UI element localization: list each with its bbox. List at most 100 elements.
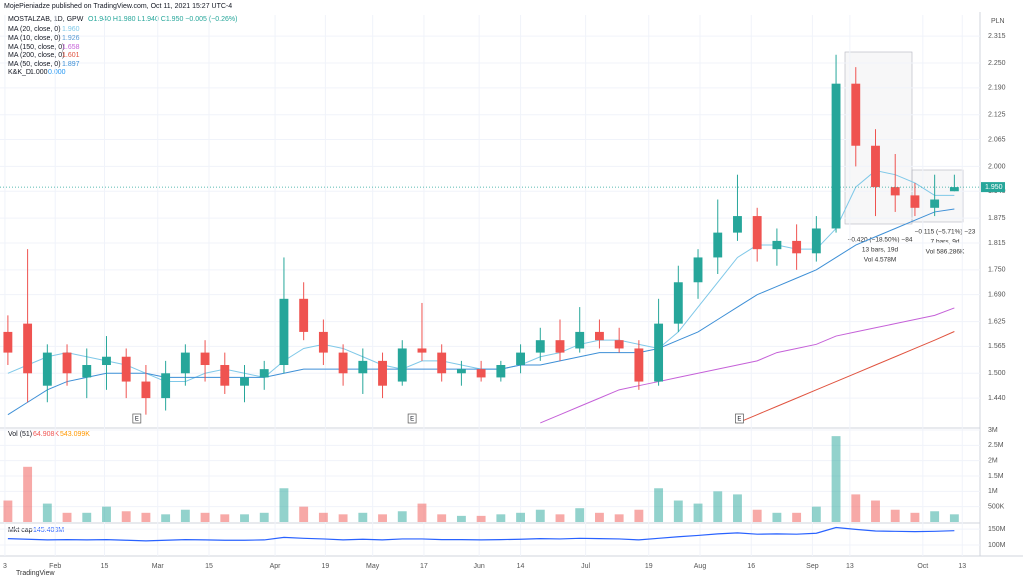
volume-bar xyxy=(200,512,210,522)
measure-change: −0.420 (−18.50%) −84 xyxy=(848,237,913,244)
x-tick-label: Feb xyxy=(49,563,61,570)
x-tick-label: May xyxy=(366,563,380,570)
candle-body xyxy=(831,83,841,229)
candle-body xyxy=(279,298,289,366)
y-tick-label: 1.565 xyxy=(988,343,1006,350)
volume-bar xyxy=(220,514,230,522)
candle-body xyxy=(871,145,880,188)
x-tick-label: Oct xyxy=(917,563,928,570)
candle-body xyxy=(42,352,52,386)
candle-body xyxy=(23,323,33,374)
candle-body xyxy=(259,369,269,378)
volume-bar xyxy=(141,512,151,522)
candle-body xyxy=(654,323,664,382)
candle-body xyxy=(634,348,644,382)
volume-bar xyxy=(279,488,289,522)
y-tick-label: 1.440 xyxy=(988,395,1006,402)
y-tick-label: 3M xyxy=(988,427,998,434)
y-tick-label: 1.750 xyxy=(988,267,1006,274)
measure-box xyxy=(911,169,964,223)
candle-body xyxy=(595,331,604,341)
y-tick-label: 100M xyxy=(988,542,1006,549)
candle-body xyxy=(3,331,13,353)
volume-bar xyxy=(397,511,407,522)
symbol: MOSTALZAB, 1D, GPW xyxy=(8,16,84,23)
y-tick-label: 2.5M xyxy=(988,442,1004,449)
y-tick-label: 500K xyxy=(988,504,1005,511)
y-tick-label: 2.250 xyxy=(988,60,1006,67)
volume-bar xyxy=(555,514,565,522)
earnings-marker xyxy=(132,413,142,424)
volume-bar xyxy=(437,514,447,522)
ma-line xyxy=(737,331,955,424)
x-tick-label: 16 xyxy=(747,563,755,570)
candle-body xyxy=(910,195,920,208)
candle-body xyxy=(62,352,72,374)
y-tick-label: 2.125 xyxy=(988,112,1006,119)
volume-bar xyxy=(654,488,664,522)
x-tick-label: 13 xyxy=(846,563,854,570)
y-tick-label: 2.065 xyxy=(988,136,1006,143)
volume-bar xyxy=(713,491,723,522)
candle-body xyxy=(930,199,940,208)
legend-entry: MA (10, close, 0) xyxy=(8,35,61,42)
volume-bar xyxy=(575,508,585,522)
candle-body xyxy=(299,298,309,332)
volume-bar xyxy=(910,512,920,522)
volume-bar xyxy=(180,509,190,522)
indicator-name: K&K_D xyxy=(8,69,31,76)
earnings-marker xyxy=(407,413,417,424)
x-tick-label: 13 xyxy=(958,563,966,570)
volume-bar xyxy=(752,509,762,522)
candle-body xyxy=(200,352,210,366)
mktcap-line xyxy=(7,526,955,542)
volume-bar xyxy=(456,515,466,522)
x-tick-label: 15 xyxy=(101,563,109,570)
candle-body xyxy=(338,352,348,374)
volume-bar xyxy=(733,494,742,522)
candle-body xyxy=(851,83,861,146)
earnings-label: E xyxy=(135,417,139,423)
measure-bars: 7 bars, 9d xyxy=(931,239,960,246)
legend-entry: MA (150, close, 0) xyxy=(8,44,64,51)
legend-value: 1.926 xyxy=(62,35,80,42)
y-tick-label: 1.5M xyxy=(988,473,1004,480)
volume-bar xyxy=(792,512,802,522)
legend-entry: MA (20, close, 0) xyxy=(8,26,61,33)
volume-bar xyxy=(811,506,821,522)
candle-body xyxy=(220,365,230,386)
volume-bar xyxy=(535,509,545,522)
volume-bar xyxy=(516,512,525,522)
volume-bar xyxy=(42,503,52,522)
volume-value: 64.908K xyxy=(33,431,59,438)
candle-body xyxy=(890,187,900,196)
volume-ma: 543.099K xyxy=(60,431,90,438)
candle-body xyxy=(318,331,328,353)
y-tick-label: 1.815 xyxy=(988,240,1006,247)
candle-body xyxy=(456,369,466,374)
y-tick-label: 1.875 xyxy=(988,215,1006,222)
volume-bar xyxy=(240,514,249,522)
volume-bar xyxy=(851,494,861,522)
last-price-badge xyxy=(981,182,1005,193)
currency: PLN xyxy=(991,18,1005,25)
x-tick-label: Aug xyxy=(694,563,707,570)
volume-bar xyxy=(299,506,309,522)
earnings-label: E xyxy=(737,417,741,423)
volume-bar xyxy=(338,514,348,522)
candle-body xyxy=(949,187,959,192)
y-tick-label: 1M xyxy=(988,488,998,495)
candle-body xyxy=(673,282,683,324)
x-tick-label: Jun xyxy=(474,563,485,570)
volume-bar xyxy=(318,512,328,522)
legend-entry: MA (50, close, 0) xyxy=(8,61,61,68)
mktcap-value: 145.403M xyxy=(33,527,64,534)
volume-bar xyxy=(595,512,604,522)
volume-bar xyxy=(614,514,624,522)
volume-bar xyxy=(772,512,782,522)
volume-bar xyxy=(890,509,900,522)
candle-body xyxy=(693,257,703,283)
ohlc: O1.940 H1.980 L1.940 C1.950 −0.005 (−0.2… xyxy=(88,16,237,23)
candle-body xyxy=(121,356,131,382)
volume-bar xyxy=(358,512,368,522)
